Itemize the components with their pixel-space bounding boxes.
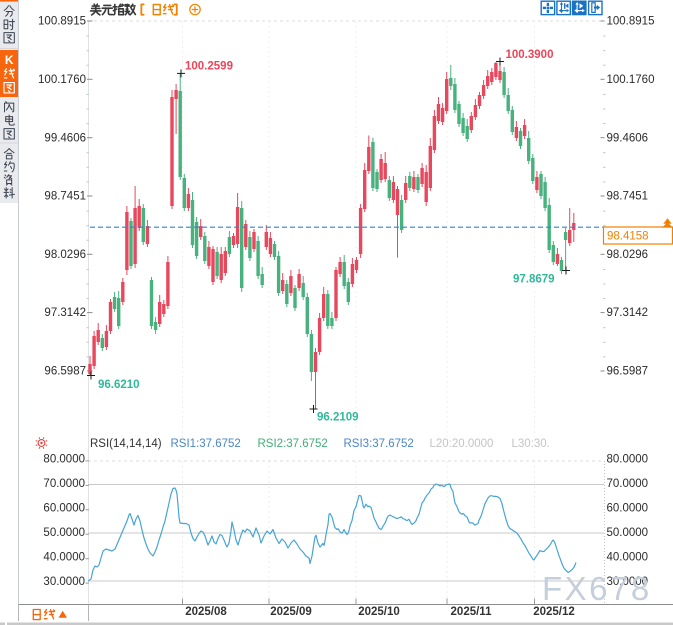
svg-text:2025/11: 2025/11 xyxy=(451,606,493,618)
svg-text:96.2109: 96.2109 xyxy=(317,412,359,424)
svg-text:FX678: FX678 xyxy=(542,570,652,607)
svg-text:K: K xyxy=(5,53,14,67)
svg-text:RSI(14,14,14): RSI(14,14,14) xyxy=(90,438,162,450)
svg-text:2025/10: 2025/10 xyxy=(358,606,400,618)
svg-text:RSI3:37.6752: RSI3:37.6752 xyxy=(344,438,414,450)
svg-text:97.8679: 97.8679 xyxy=(513,274,555,286)
svg-text:97.3142: 97.3142 xyxy=(44,307,86,319)
svg-text:96.5987: 96.5987 xyxy=(607,366,649,378)
svg-text:96.5987: 96.5987 xyxy=(44,366,86,378)
svg-text:99.4606: 99.4606 xyxy=(607,132,649,144)
svg-text:97.3142: 97.3142 xyxy=(607,307,649,319)
svg-text:RSI1:37.6752: RSI1:37.6752 xyxy=(171,438,241,450)
svg-text:2025/09: 2025/09 xyxy=(270,606,312,618)
svg-text:30.0000: 30.0000 xyxy=(607,576,649,588)
svg-text:98.4158: 98.4158 xyxy=(607,231,649,243)
svg-text:50.0000: 50.0000 xyxy=(43,527,85,539)
svg-text:60.0000: 60.0000 xyxy=(607,503,649,515)
svg-text:98.7451: 98.7451 xyxy=(44,191,86,203)
svg-text:80.0000: 80.0000 xyxy=(43,454,85,466)
svg-text:L30:30.: L30:30. xyxy=(512,438,550,450)
svg-text:40.0000: 40.0000 xyxy=(43,551,85,563)
svg-text:70.0000: 70.0000 xyxy=(607,478,649,490)
svg-text:98.7451: 98.7451 xyxy=(607,191,649,203)
svg-text:100.1760: 100.1760 xyxy=(607,74,655,86)
svg-text:100.8915: 100.8915 xyxy=(607,16,655,28)
svg-text:96.6210: 96.6210 xyxy=(98,379,140,391)
svg-text:100.1760: 100.1760 xyxy=(38,74,86,86)
svg-text:98.0296: 98.0296 xyxy=(44,249,86,261)
svg-text:98.0296: 98.0296 xyxy=(607,249,649,261)
svg-text:RSI2:37.6752: RSI2:37.6752 xyxy=(258,438,328,450)
svg-text:80.0000: 80.0000 xyxy=(607,454,649,466)
svg-text:100.8915: 100.8915 xyxy=(38,16,86,28)
svg-text:L20:20.0000: L20:20.0000 xyxy=(430,438,494,450)
svg-text:99.4606: 99.4606 xyxy=(44,132,86,144)
svg-text:100.2599: 100.2599 xyxy=(185,61,233,73)
svg-text:2025/08: 2025/08 xyxy=(185,606,227,618)
svg-text:40.0000: 40.0000 xyxy=(607,551,649,563)
svg-text:30.0000: 30.0000 xyxy=(43,576,85,588)
svg-text:60.0000: 60.0000 xyxy=(43,503,85,515)
svg-text:70.0000: 70.0000 xyxy=(43,478,85,490)
svg-text:2025/12: 2025/12 xyxy=(533,606,575,618)
svg-text:100.3900: 100.3900 xyxy=(506,49,554,61)
svg-text:50.0000: 50.0000 xyxy=(607,527,649,539)
